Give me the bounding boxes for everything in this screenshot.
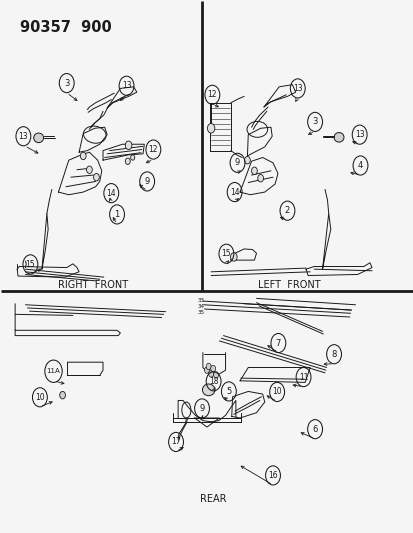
Text: 13: 13 [354,130,363,139]
Text: 8: 8 [330,350,336,359]
Text: 12: 12 [148,145,158,154]
Circle shape [230,253,237,261]
Circle shape [59,391,65,399]
Text: 1: 1 [114,210,119,219]
Circle shape [204,367,209,373]
Text: 10: 10 [272,387,281,397]
Circle shape [213,372,218,378]
Text: 14: 14 [229,188,239,197]
Circle shape [86,166,92,173]
Ellipse shape [333,133,343,142]
Circle shape [93,173,99,181]
Text: 17: 17 [171,438,180,447]
Circle shape [257,174,263,182]
Text: 6: 6 [312,425,317,434]
Text: 3: 3 [64,78,69,87]
Text: REAR: REAR [199,494,226,504]
Text: 15: 15 [26,260,35,269]
Text: 18: 18 [208,377,218,386]
Text: 5: 5 [225,387,231,396]
Ellipse shape [33,133,43,143]
Text: 2: 2 [284,206,290,215]
Text: 16: 16 [268,471,277,480]
Ellipse shape [202,384,214,395]
Circle shape [244,157,250,164]
Text: 9: 9 [234,158,240,167]
Text: 33
34
35: 33 34 35 [197,298,204,315]
Text: 3: 3 [312,117,317,126]
Text: 90357  900: 90357 900 [21,20,112,35]
Text: 15: 15 [221,249,230,259]
Circle shape [207,124,214,133]
Circle shape [125,158,130,165]
Text: 13: 13 [292,84,302,93]
Text: RIGHT  FRONT: RIGHT FRONT [58,280,128,290]
Text: 10: 10 [35,393,45,402]
Circle shape [131,155,135,160]
Text: 12: 12 [207,90,216,99]
Text: 7: 7 [275,338,280,348]
Circle shape [80,152,86,160]
Circle shape [125,141,132,150]
Text: 13: 13 [121,81,131,90]
Circle shape [206,364,211,369]
Text: 14: 14 [106,189,116,198]
Text: 13: 13 [19,132,28,141]
Text: 9: 9 [199,404,204,413]
Text: 11A: 11A [47,368,60,374]
Circle shape [210,366,215,372]
Text: 4: 4 [357,161,362,170]
Text: LEFT  FRONT: LEFT FRONT [258,280,320,290]
Text: 11: 11 [298,373,308,382]
Circle shape [208,370,213,377]
Circle shape [251,167,257,174]
Text: 9: 9 [144,177,150,186]
